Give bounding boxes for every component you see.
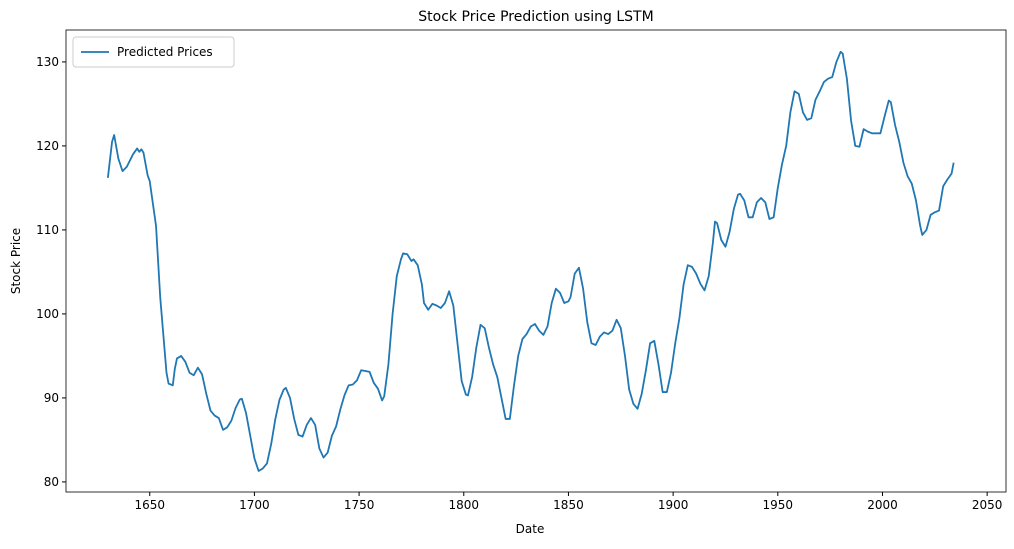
- plot-frame: [65, 29, 1007, 493]
- x-tick-label: 2000: [867, 498, 898, 512]
- x-tick-label: 1700: [239, 498, 270, 512]
- y-axis-label: Stock Price: [9, 228, 23, 294]
- x-tick-label: 1850: [553, 498, 584, 512]
- x-tick-label: 1900: [658, 498, 689, 512]
- x-axis-label: Date: [516, 522, 545, 536]
- x-tick-label: 1750: [344, 498, 375, 512]
- chart-title: Stock Price Prediction using LSTM: [418, 9, 653, 25]
- legend-label: Predicted Prices: [117, 45, 213, 59]
- y-tick-label: 120: [36, 139, 59, 153]
- y-tick-label: 110: [36, 223, 59, 237]
- y-tick-label: 90: [44, 391, 59, 405]
- x-tick-label: 2050: [972, 498, 1003, 512]
- line-series: [106, 50, 955, 472]
- x-tick-label: 1950: [763, 498, 794, 512]
- y-tick-label: 130: [36, 55, 59, 69]
- y-tick-label: 100: [36, 307, 59, 321]
- legend-box: [72, 36, 235, 68]
- x-tick-label: 1800: [448, 498, 479, 512]
- x-tick-label: 1650: [134, 498, 165, 512]
- y-tick-label: 80: [44, 475, 59, 489]
